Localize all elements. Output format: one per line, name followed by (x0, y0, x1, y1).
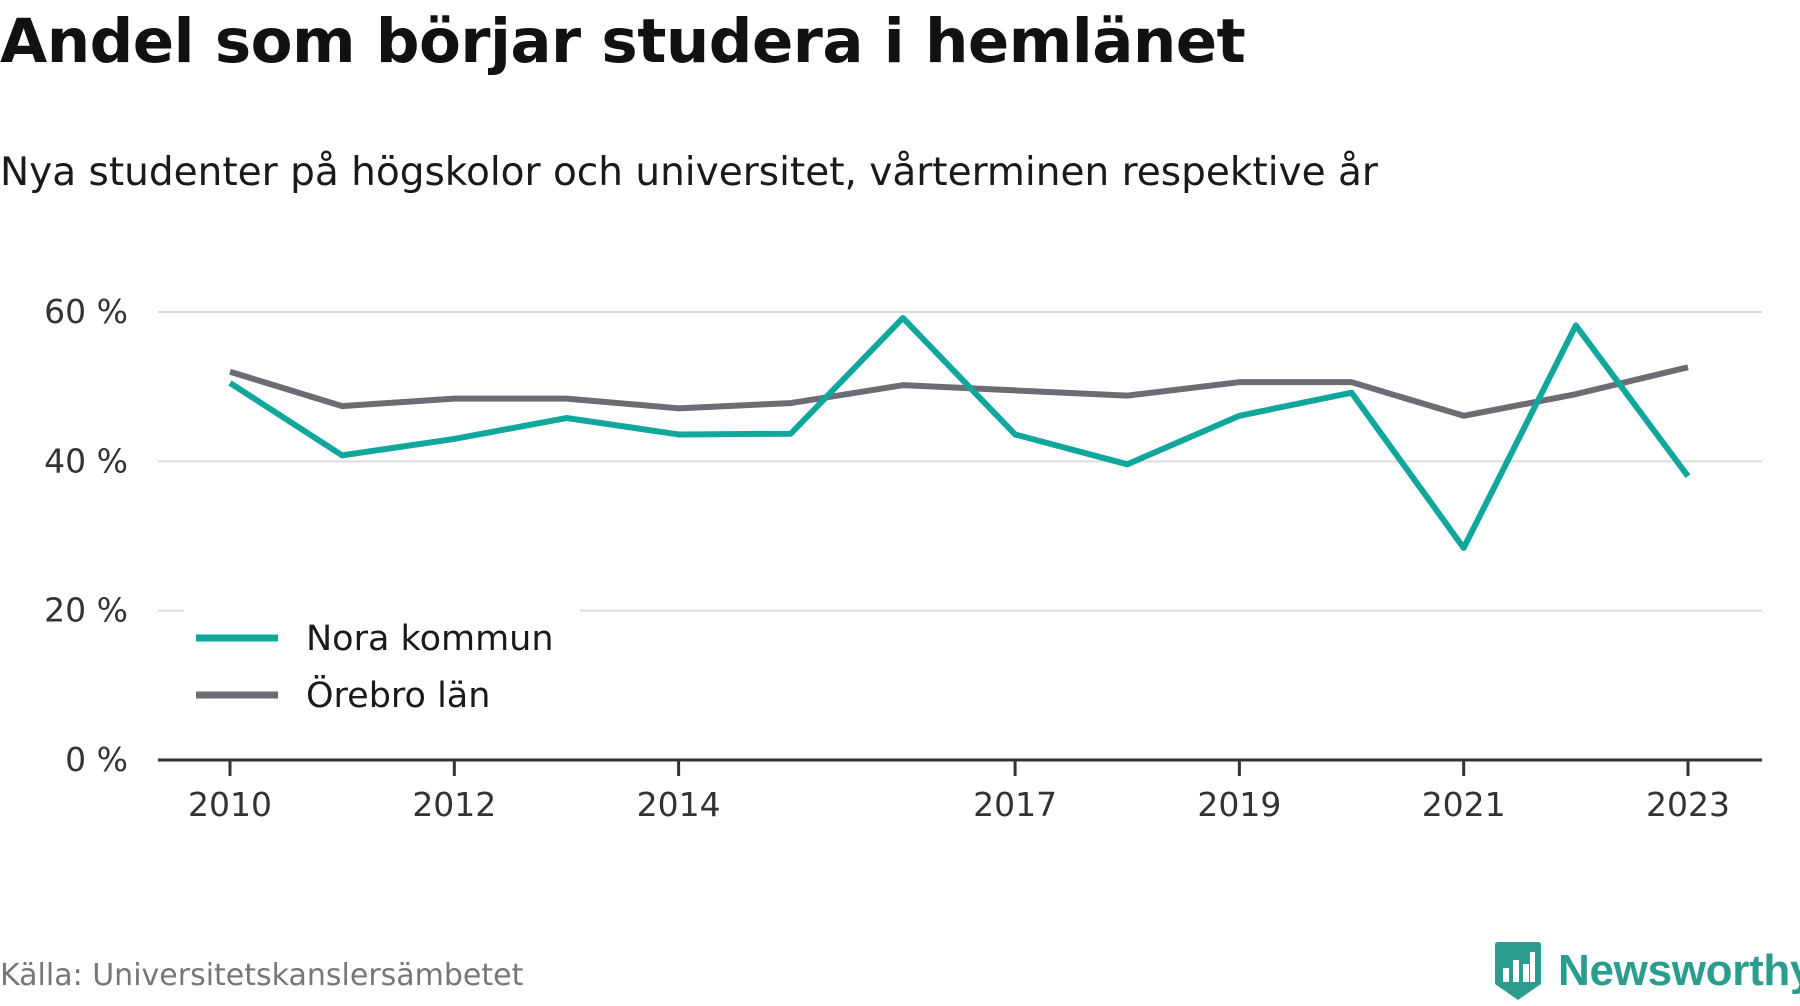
newsworthy-logo-icon (1495, 942, 1541, 1000)
series-lines (228, 314, 1691, 551)
x-tick-label: 2019 (1197, 785, 1281, 824)
legend-label: Örebro län (306, 674, 490, 716)
series-line-nora-kommun (228, 314, 1691, 551)
y-axis: 0 % 20 % 40 % 60 % (44, 292, 128, 779)
legend-label: Nora kommun (306, 619, 554, 659)
x-tick-label: 2012 (412, 785, 496, 824)
chart-subtitle: Nya studenter på högskolor och universit… (0, 150, 1378, 195)
gridlines (158, 311, 1762, 612)
x-tick-label: 2021 (1422, 785, 1506, 824)
chart-title: Andel som börjar studera i hemlänet (0, 6, 1246, 77)
brand-name: Newsworthy (1558, 946, 1800, 995)
source-note: Källa: Universitetskanslersämbetet (0, 958, 524, 993)
y-tick-label: 0 % (65, 740, 128, 779)
y-tick-label: 20 % (44, 591, 128, 630)
y-tick-label: 60 % (44, 292, 128, 331)
x-tick-label: 2014 (637, 785, 721, 824)
x-tick-label: 2017 (973, 785, 1057, 824)
brand-logo: Newsworthy (1494, 936, 1800, 1006)
legend: Nora kommun Örebro län (184, 607, 580, 732)
y-tick-label: 40 % (44, 441, 128, 480)
x-tick-label: 2023 (1646, 785, 1730, 824)
x-tick-label: 2010 (188, 785, 272, 824)
legend-background (184, 607, 580, 732)
series-line-örebro-län (229, 364, 1689, 419)
x-axis: 2010 2012 2014 2017 2019 2021 2023 (158, 758, 1762, 824)
